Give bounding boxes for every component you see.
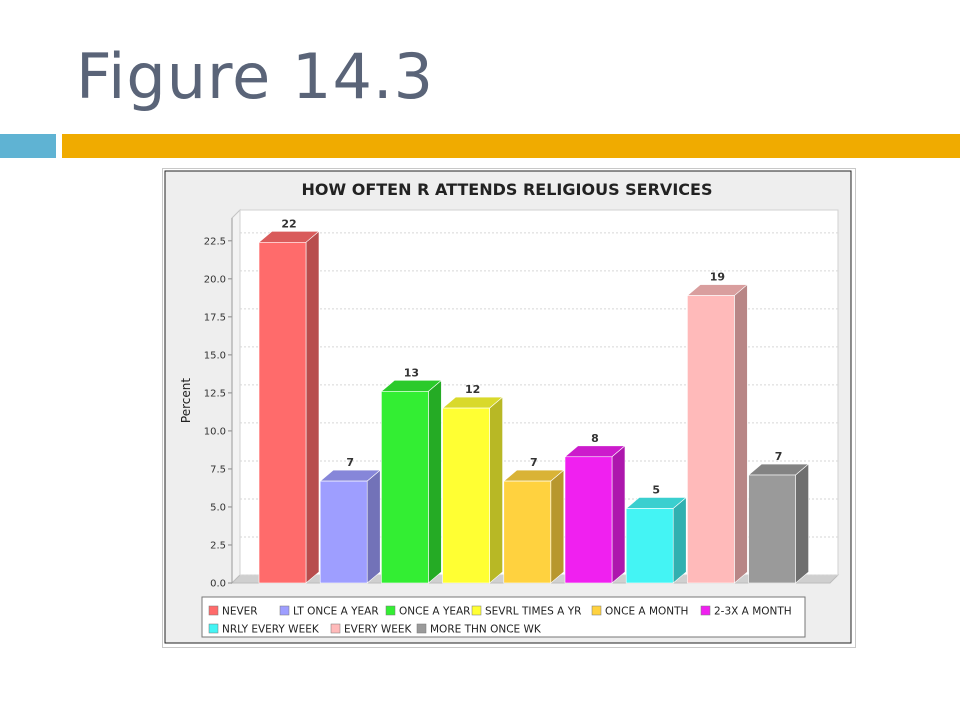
y-tick-label: 17.5 — [204, 312, 226, 323]
y-tick-label: 7.5 — [210, 464, 226, 475]
legend-item: MORE THN ONCE WK — [416, 623, 542, 636]
legend-label: SEVRL TIMES A YR — [485, 606, 581, 618]
bar-side-face — [611, 445, 626, 584]
legend-swatch — [471, 605, 482, 616]
legend-label: NEVER — [222, 606, 258, 618]
bar-side-face — [550, 469, 565, 584]
legend-label: ONCE A MONTH — [605, 606, 688, 618]
legend-item: EVERY WEEK — [330, 623, 412, 636]
gold-accent-bar — [62, 134, 960, 158]
bar-front-face — [564, 456, 613, 584]
legend-swatch — [385, 605, 396, 616]
bar-5: 7 — [502, 456, 565, 584]
legend-label: EVERY WEEK — [344, 624, 412, 636]
legend-label: ONCE A YEAR — [399, 606, 470, 618]
bar-front-face — [258, 242, 307, 584]
legend-item: ONCE A YEAR — [385, 605, 470, 618]
legend-swatch — [208, 623, 219, 634]
bar-data-label: 7 — [775, 450, 783, 463]
bar-side-face — [428, 379, 442, 584]
bar-3: 13 — [380, 366, 443, 584]
legend-swatch — [279, 605, 290, 616]
legend-item: NRLY EVERY WEEK — [208, 623, 320, 636]
y-tick-label: 20.0 — [204, 274, 226, 285]
bar-6: 8 — [564, 432, 626, 584]
bar-8: 19 — [686, 271, 749, 584]
chart-title: HOW OFTEN R ATTENDS RELIGIOUS SERVICES — [302, 180, 713, 199]
y-tick-label: 10.0 — [204, 426, 226, 437]
bar-data-label: 7 — [530, 456, 538, 469]
bar-9: 7 — [747, 450, 810, 584]
bar-front-face — [625, 508, 674, 584]
y-tick-label: 15.0 — [204, 350, 226, 361]
bar-front-face — [503, 480, 552, 584]
bar-1: 22 — [258, 217, 320, 584]
legend-item: LT ONCE A YEAR — [279, 605, 379, 618]
y-tick-label: 0.0 — [210, 579, 226, 590]
legend-box — [201, 596, 806, 638]
y-tick-label: 5.0 — [210, 502, 226, 513]
teal-accent-bar — [0, 134, 56, 158]
legend-item: NEVER — [208, 605, 258, 618]
bar-data-label: 12 — [465, 383, 480, 396]
bar-front-face — [687, 295, 735, 584]
legend-label: LT ONCE A YEAR — [293, 606, 379, 618]
bar-side-face — [489, 396, 503, 584]
bar-side-face — [366, 469, 381, 584]
legend-swatch — [591, 605, 602, 616]
slide-title: Figure 14.3 — [76, 40, 435, 113]
bar-2: 7 — [319, 456, 382, 584]
chart-left-wall — [231, 208, 241, 585]
bar-side-face — [305, 230, 320, 584]
legend-swatch — [330, 623, 341, 634]
bar-data-label: 5 — [652, 483, 660, 496]
bar-side-face — [672, 496, 687, 584]
bar-data-label: 7 — [346, 456, 354, 469]
bar-data-label: 19 — [710, 271, 725, 284]
bar-chart: HOW OFTEN R ATTENDS RELIGIOUS SERVICES 0… — [162, 168, 856, 648]
legend-item: ONCE A MONTH — [591, 605, 688, 618]
legend-label: NRLY EVERY WEEK — [222, 624, 320, 636]
bar-side-face — [734, 283, 748, 584]
legend-label: MORE THN ONCE WK — [430, 624, 542, 636]
bar-front-face — [442, 407, 490, 584]
bar-7: 5 — [625, 483, 688, 584]
legend-item: SEVRL TIMES A YR — [471, 605, 581, 618]
bar-data-label: 22 — [281, 217, 296, 230]
y-tick-label: 22.5 — [204, 236, 226, 247]
y-tick-label: 12.5 — [204, 388, 226, 399]
legend-label: 2-3X A MONTH — [714, 606, 792, 618]
bar-front-face — [381, 391, 429, 584]
bar-front-face — [319, 480, 368, 584]
bar-side-face — [795, 463, 809, 584]
bar-4: 12 — [441, 383, 504, 584]
bar-data-label: 13 — [404, 366, 419, 379]
bar-front-face — [748, 474, 796, 584]
legend-item: 2-3X A MONTH — [700, 605, 792, 618]
y-tick-label: 2.5 — [210, 540, 226, 551]
legend-swatch — [208, 605, 219, 616]
legend-swatch — [416, 623, 427, 634]
legend-swatch — [700, 605, 711, 616]
y-axis-label: Percent — [179, 378, 193, 423]
bar-data-label: 8 — [591, 432, 599, 445]
